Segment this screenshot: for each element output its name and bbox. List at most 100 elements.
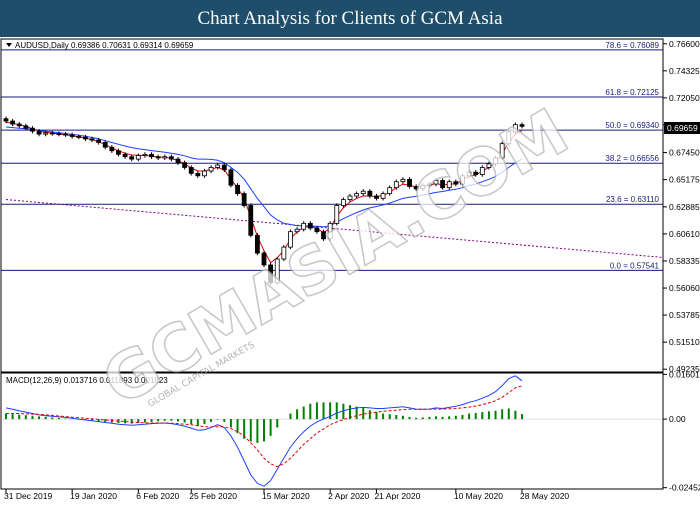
- chart-svg[interactable]: 78.6 = 0.76089 61.8 = 0.72125 50.0 = 0.693…: [0, 37, 700, 501]
- candle-50: [334, 203, 340, 226]
- macd-layer: [1, 375, 663, 487]
- candle-55: [367, 189, 373, 199]
- candle-48: [321, 229, 326, 241]
- candle-59: [393, 179, 399, 190]
- candle-9: [63, 132, 68, 137]
- candle-0: [3, 116, 9, 124]
- price-tick-label-12: 0.49235: [669, 364, 700, 374]
- candle-77: [512, 122, 518, 134]
- candle-72: [479, 165, 485, 177]
- price-tick-label-0: 0.76600: [669, 39, 700, 49]
- candle-28: [188, 165, 194, 176]
- candle-body-49: [327, 222, 333, 240]
- candle-49: [327, 221, 333, 241]
- candle-78: [519, 122, 525, 129]
- candle-75: [499, 141, 505, 161]
- candle-26: [175, 156, 181, 165]
- chart-banner-title: Chart Analysis for Clients of GCM Asia: [0, 0, 700, 37]
- candle-body-19: [129, 156, 135, 160]
- candle-56: [374, 193, 379, 201]
- candle-body-16: [109, 146, 115, 152]
- price-tick-label-9: 0.56060: [669, 283, 700, 293]
- macd-panel: [0, 372, 664, 490]
- candle-41: [274, 256, 280, 285]
- candle-body-10: [69, 134, 75, 137]
- dropdown-triangle-icon[interactable]: [6, 43, 12, 47]
- candle-16: [109, 145, 115, 153]
- candle-body-9: [63, 133, 68, 136]
- candle-body-38: [254, 234, 260, 254]
- candle-body-7: [49, 132, 55, 135]
- chart-area[interactable]: 78.6 = 0.76089 61.8 = 0.72125 50.0 = 0.693…: [0, 37, 700, 501]
- candle-body-27: [182, 162, 188, 168]
- candle-body-26: [175, 158, 181, 164]
- candle-body-48: [321, 231, 326, 240]
- x-tick-label-2: 6 Feb 2020: [136, 491, 179, 500]
- candle-7: [49, 130, 55, 136]
- candle-43: [288, 229, 293, 250]
- candle-54: [360, 189, 366, 196]
- candle-19: [129, 154, 135, 162]
- fib-label-2: 50.0 = 0.69340: [605, 121, 659, 130]
- candle-body-63: [420, 184, 426, 190]
- candle-body-55: [367, 190, 373, 197]
- candle-17: [116, 148, 121, 157]
- candle-63: [420, 183, 426, 191]
- candle-31: [208, 165, 214, 174]
- trendline: [5, 199, 664, 258]
- candle-body-0: [3, 118, 9, 122]
- price-tick-label-7: 0.60610: [669, 229, 700, 239]
- candle-60: [400, 177, 406, 184]
- candle-body-53: [354, 193, 360, 197]
- candle-73: [486, 161, 492, 170]
- candle-body-43: [288, 231, 293, 248]
- candle-42: [281, 244, 287, 262]
- current-price-marker: 0.69659: [664, 122, 700, 134]
- macd-main-line: [5, 375, 523, 487]
- candle-body-59: [393, 181, 399, 189]
- candle-24: [162, 154, 168, 161]
- price-tick-label-8: 0.58335: [669, 256, 700, 266]
- x-tick-label-6: 21 Apr 2020: [374, 491, 420, 500]
- x-tick-label-1: 19 Jan 2020: [70, 491, 117, 500]
- candle-body-77: [512, 124, 518, 133]
- fib-label-1: 61.8 = 0.72125: [605, 88, 659, 97]
- x-tick-label-0: 31 Dec 2019: [4, 491, 52, 500]
- candle-body-11: [76, 136, 82, 138]
- candle-4: [30, 126, 35, 134]
- candle-38: [254, 233, 260, 256]
- candle-1: [10, 118, 16, 127]
- candle-body-75: [499, 143, 505, 159]
- candle-34: [228, 167, 234, 188]
- candle-46: [307, 221, 313, 231]
- x-tick-label-3: 25 Feb 2020: [189, 491, 237, 500]
- candle-body-68: [453, 181, 459, 185]
- x-axis: 31 Dec 2019 19 Jan 2020 6 Feb 2020 25 Feb 2…: [4, 489, 569, 501]
- candle-body-14: [96, 139, 102, 143]
- candle-body-6: [43, 132, 49, 135]
- candle-body-1: [10, 120, 16, 125]
- candle-body-3: [23, 125, 29, 129]
- candle-body-23: [155, 156, 161, 159]
- candle-body-20: [135, 155, 141, 160]
- candle-body-78: [519, 124, 525, 127]
- macd-info-label: MACD(12,26,9) 0.013716 0.011893 0.001823: [6, 376, 168, 385]
- candle-body-62: [413, 186, 419, 190]
- candle-body-65: [433, 180, 439, 185]
- candle-body-5: [36, 130, 42, 135]
- candle-body-69: [460, 175, 465, 185]
- candle-body-46: [307, 222, 313, 229]
- candle-body-21: [142, 153, 148, 156]
- candle-61: [407, 177, 412, 189]
- candle-57: [380, 191, 386, 201]
- candle-35: [235, 183, 240, 196]
- candle-37: [248, 203, 254, 238]
- macd-tick-label-0: 0.016012: [669, 369, 700, 379]
- candle-body-35: [235, 184, 240, 195]
- candle-body-34: [228, 169, 234, 186]
- candle-70: [466, 170, 472, 178]
- candle-body-32: [215, 164, 221, 168]
- candle-44: [294, 227, 300, 234]
- candle-body-37: [248, 205, 254, 236]
- candle-body-8: [56, 133, 62, 135]
